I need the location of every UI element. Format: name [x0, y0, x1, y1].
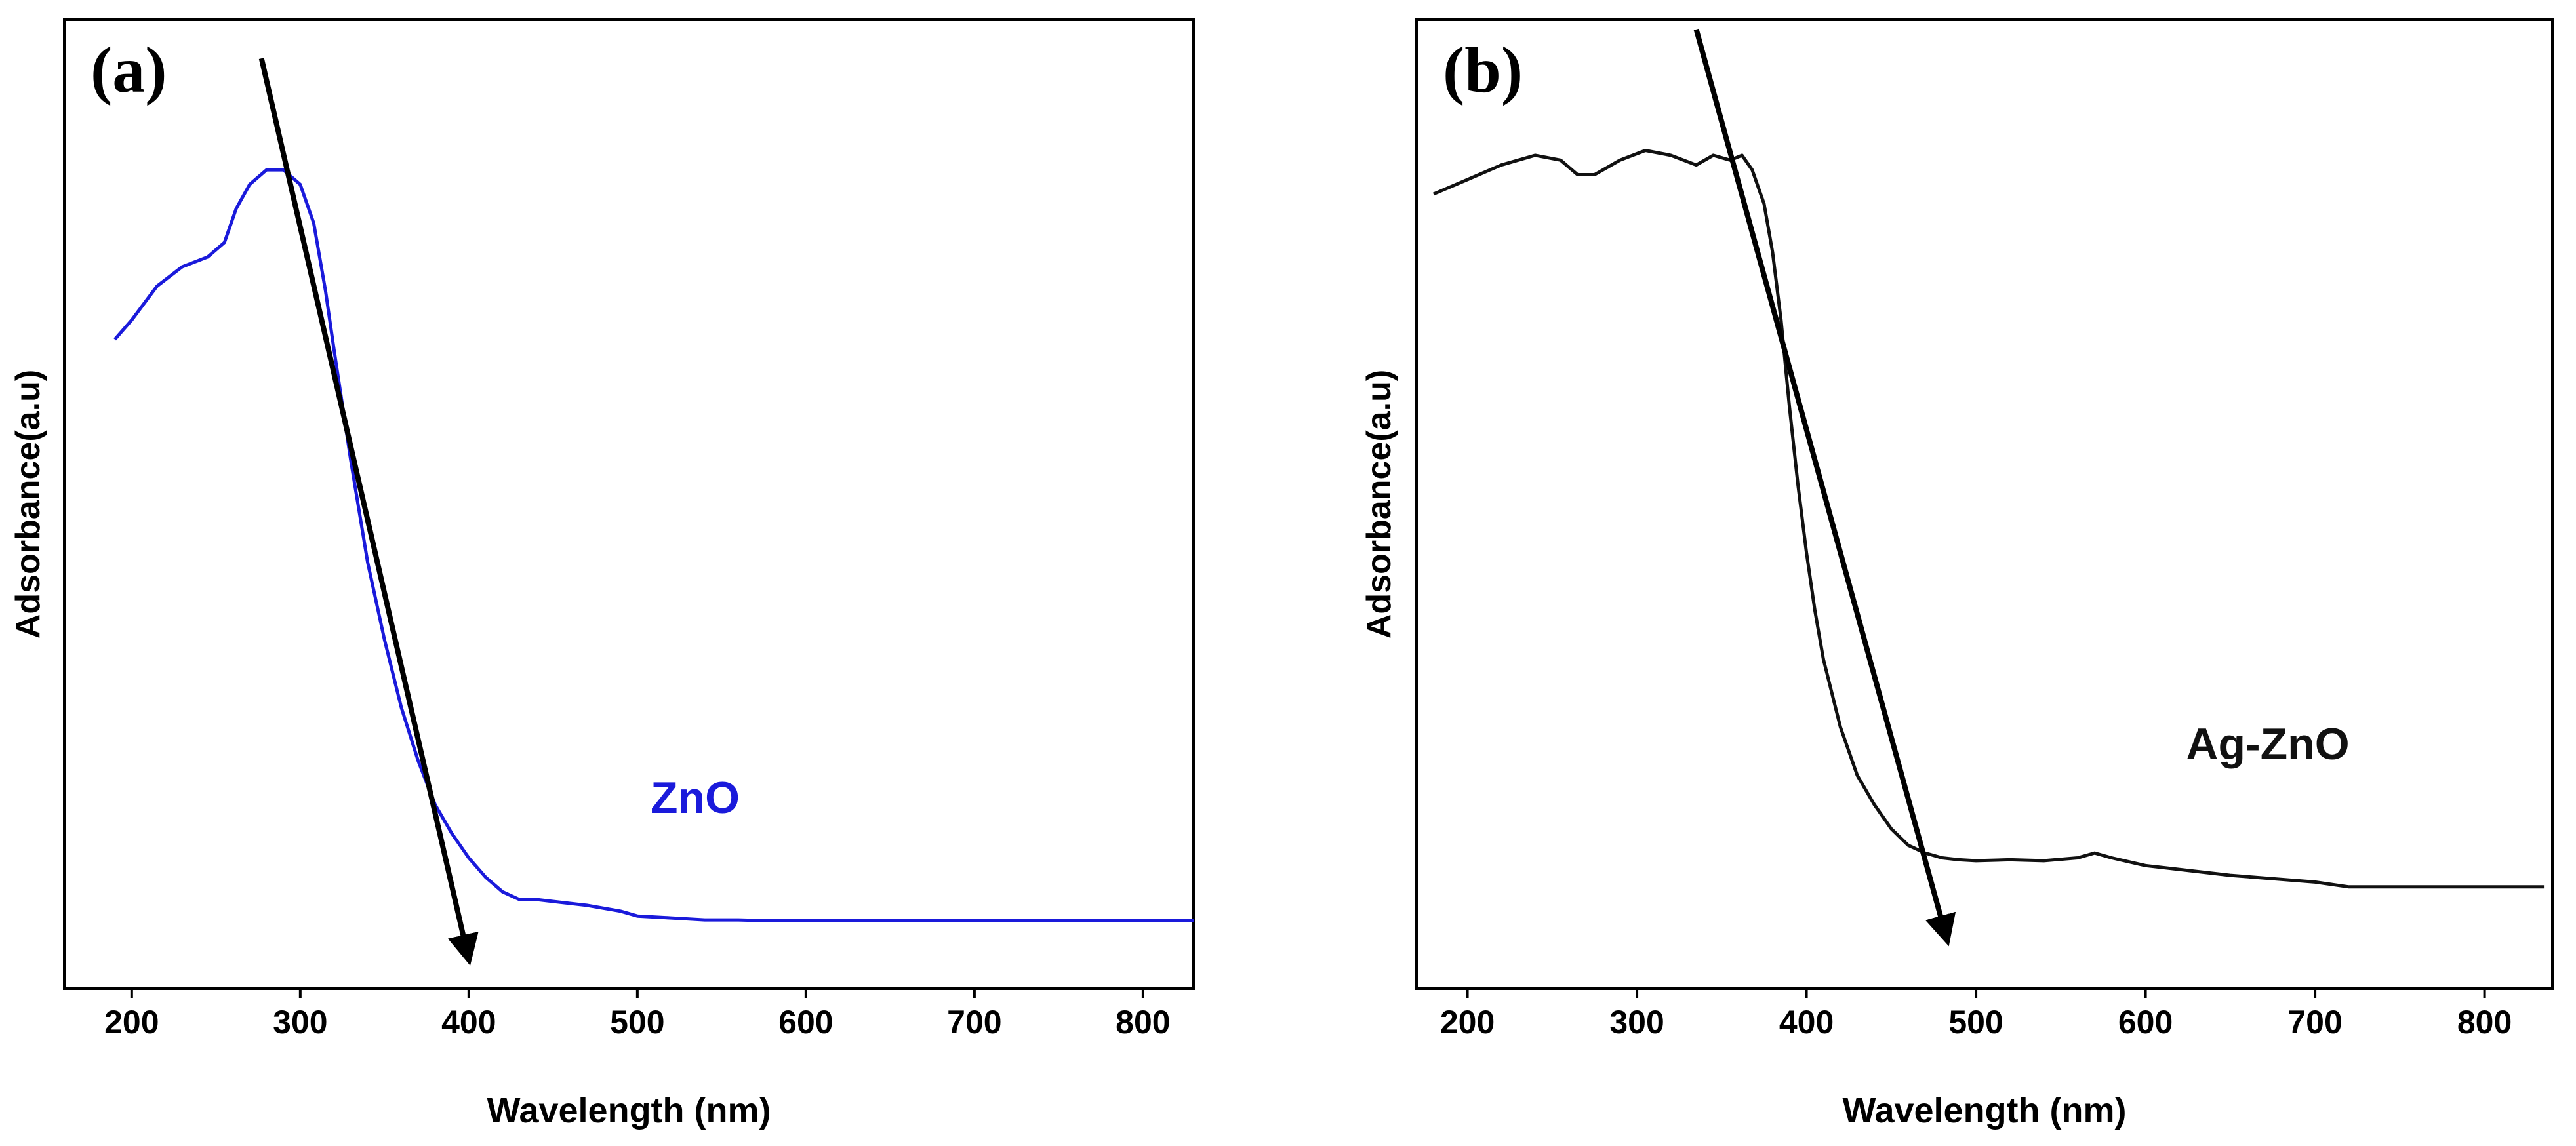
x-axis-title: Wavelength (nm) — [487, 1091, 771, 1130]
series-label: ZnO — [651, 773, 740, 823]
y-axis-title: Adsorbance(a.u) — [1360, 370, 1398, 639]
x-tick-label: 600 — [778, 1004, 833, 1040]
x-tick-label: 700 — [947, 1004, 1001, 1040]
x-tick-label: 800 — [1116, 1004, 1170, 1040]
series-line — [113, 168, 1194, 922]
panel-label: (a) — [91, 33, 167, 106]
series-label: Ag-ZnO — [2186, 719, 2349, 769]
x-axis-title: Wavelength (nm) — [1842, 1091, 2126, 1130]
x-tick-label: 200 — [104, 1004, 159, 1040]
x-tick-label: 500 — [610, 1004, 664, 1040]
x-tick-label: 300 — [273, 1004, 327, 1040]
tangent-arrow — [258, 58, 479, 966]
x-tick-label: 700 — [2287, 1004, 2342, 1040]
x-tick-label: 800 — [2457, 1004, 2512, 1040]
x-tick-label: 400 — [1779, 1004, 1834, 1040]
tangent-arrow — [1693, 28, 1956, 947]
x-tick-label: 500 — [1948, 1004, 2003, 1040]
panel-label: (b) — [1443, 33, 1523, 106]
x-tick-label: 300 — [1609, 1004, 1664, 1040]
x-tick-label: 200 — [1440, 1004, 1495, 1040]
y-axis-title: Adsorbance(a.u) — [9, 370, 47, 639]
x-tick-label: 600 — [2118, 1004, 2173, 1040]
chart-a: 200 300 400 500 600 700 800 Wavelength (nm) Adso… — [9, 18, 1195, 1130]
chart-b: 200 300 400 500 600 700 800 Wavelength (nm) Adso… — [1360, 18, 2554, 1130]
plot-frame — [1415, 18, 2554, 990]
x-tick-label: 400 — [441, 1004, 496, 1040]
plot-frame — [63, 18, 1195, 990]
series-line — [1432, 149, 2545, 889]
